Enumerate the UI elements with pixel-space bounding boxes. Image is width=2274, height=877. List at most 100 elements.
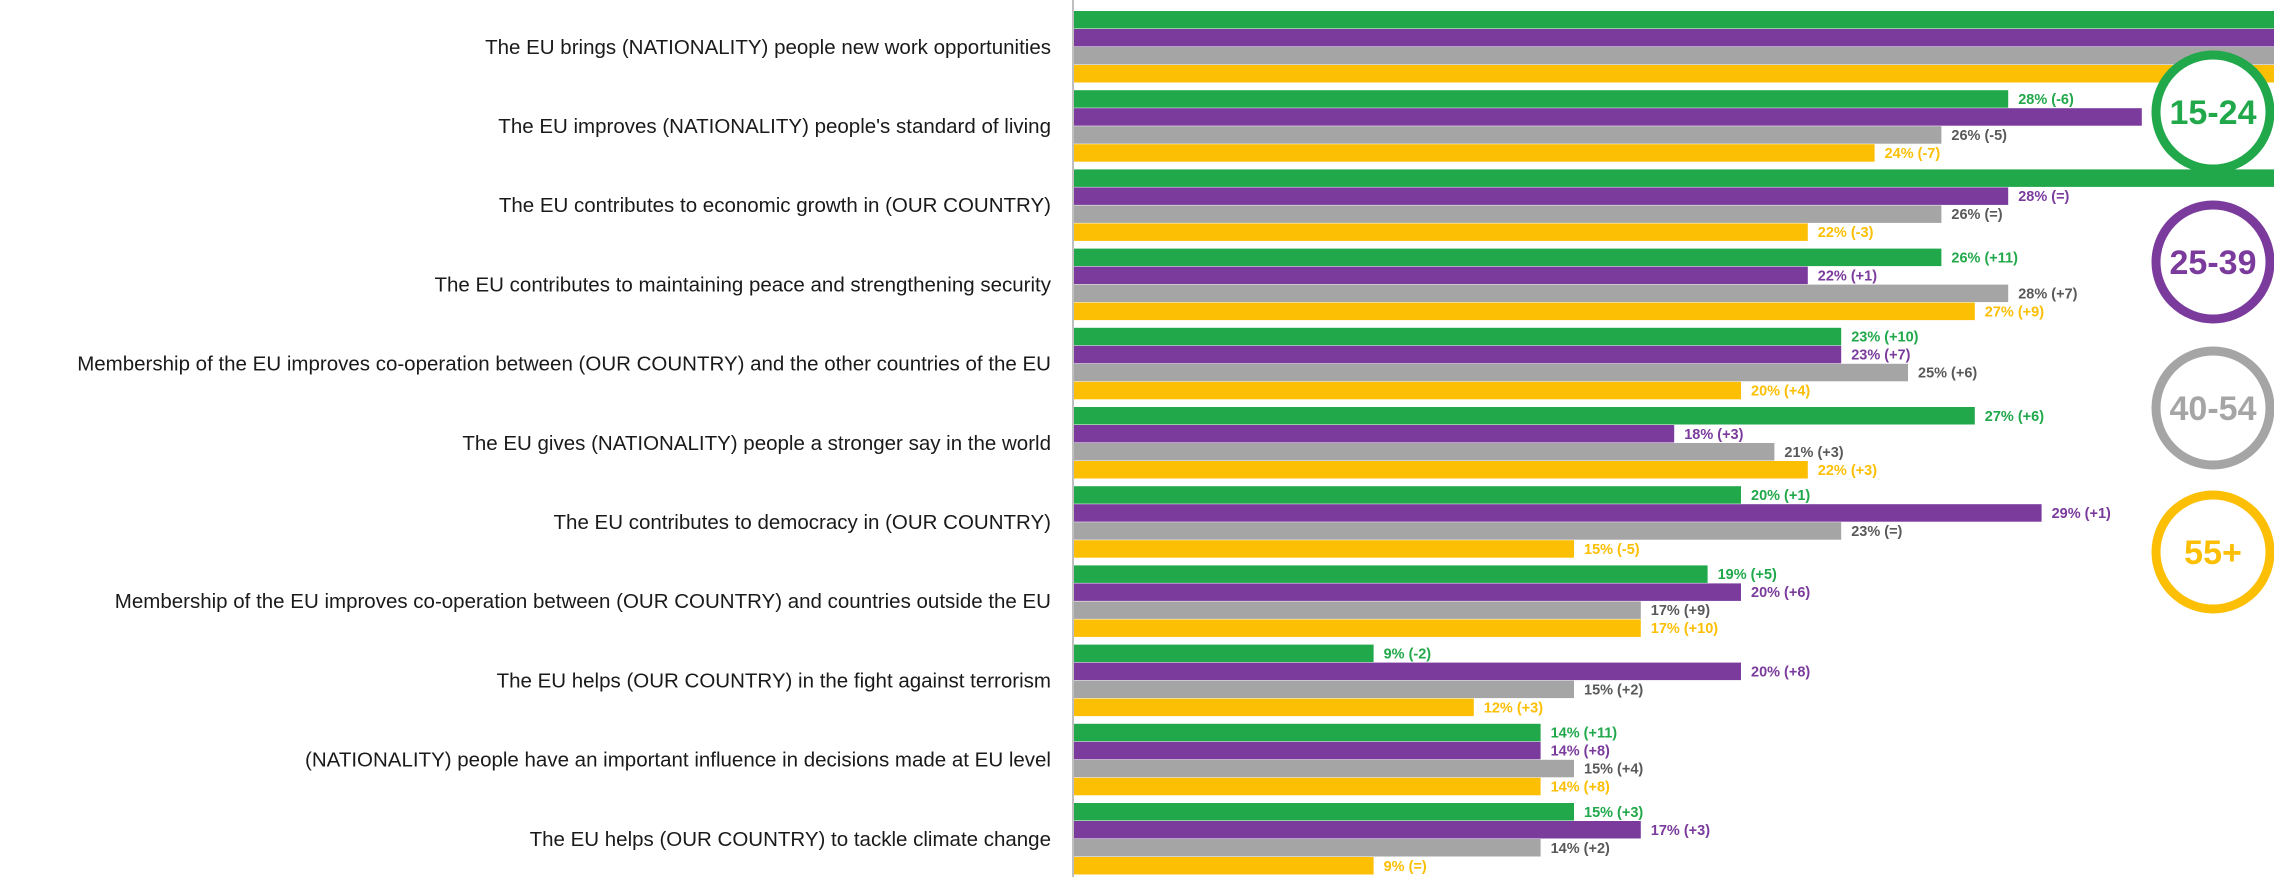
data-label: 22% (+1) [1818, 268, 1877, 284]
data-label: 20% (+4) [1751, 384, 1810, 400]
data-label: 15% (-5) [1584, 542, 1640, 558]
data-label: 9% (=) [1384, 859, 1427, 875]
legend-circle-40-54 [2151, 346, 2274, 470]
category-label: The EU helps (OUR COUNTRY) in the fight … [497, 669, 1051, 692]
bar-40-54 [1073, 839, 1541, 857]
data-label: 28% (+7) [2018, 286, 2077, 302]
data-label: 15% (+4) [1584, 762, 1643, 778]
category-label: Membership of the EU improves co-operati… [77, 353, 1051, 376]
legend-circle-15-24 [2151, 50, 2274, 174]
bar-55+ [1073, 777, 1541, 796]
bar-15-24 [1073, 248, 1942, 267]
data-label: 17% (+9) [1651, 603, 1710, 619]
bar-40-54 [1073, 126, 1942, 144]
category-label: The EU improves (NATIONALITY) people's s… [498, 115, 1051, 138]
data-label: 26% (=) [1951, 207, 2002, 223]
data-label: 26% (+11) [1951, 250, 2018, 266]
legend-circle-55+ [2151, 490, 2274, 614]
data-label: 20% (+6) [1751, 585, 1810, 601]
bar-55+ [1073, 698, 1474, 717]
data-label: 28% (=) [2018, 189, 2069, 205]
data-label: 9% (-2) [1384, 646, 1432, 662]
legend-label: 25-39 [2170, 244, 2257, 282]
legend-label: 40-54 [2170, 390, 2257, 428]
bar-15-24 [1073, 723, 1541, 742]
bar-15-24 [1073, 169, 2274, 187]
data-label: 14% (+2) [1551, 841, 1610, 857]
data-label: 14% (+8) [1551, 780, 1610, 796]
data-label: 26% (-5) [1951, 128, 2007, 144]
bar-15-24 [1073, 11, 2274, 29]
data-label: 18% (+3) [1684, 427, 1743, 443]
bar-55+ [1073, 619, 1641, 637]
bar-25-39 [1073, 345, 1842, 364]
bar-40-54 [1073, 363, 1908, 382]
bar-55+ [1073, 381, 1741, 400]
data-label: 12% (+3) [1484, 700, 1543, 716]
category-label: The EU brings (NATIONALITY) people new w… [485, 36, 1051, 59]
bar-55+ [1073, 223, 1808, 241]
bar-55+ [1073, 144, 1875, 162]
category-label: The EU helps (OUR COUNTRY) to tackle cli… [530, 828, 1051, 851]
bar-55+ [1073, 65, 2274, 83]
data-label: 28% (-6) [2018, 92, 2074, 108]
bar-40-54 [1073, 522, 1842, 540]
legend-label: 55+ [2184, 534, 2242, 572]
data-label: 15% (+2) [1584, 682, 1643, 698]
data-label: 23% (+10) [1851, 330, 1918, 346]
data-label: 27% (+9) [1985, 304, 2044, 320]
bar-55+ [1073, 540, 1574, 558]
bar-25-39 [1073, 266, 1808, 285]
data-label: 14% (+8) [1551, 744, 1610, 760]
bar-40-54 [1073, 284, 2009, 303]
category-label: (NATIONALITY) people have an important i… [305, 749, 1051, 772]
bar-40-54 [1073, 680, 1574, 699]
data-labels: 42% (-8)36% (-15)37% (-16)40% (-11)28% (… [1384, 92, 2204, 875]
legend: 15-24 25-39 40-54 55+ [2151, 50, 2274, 614]
category-label: The EU gives (NATIONALITY) people a stro… [462, 432, 1051, 455]
data-label: 27% (+6) [1985, 409, 2044, 425]
bar-25-39 [1073, 29, 2274, 47]
data-label: 20% (+1) [1751, 488, 1810, 504]
data-label: 21% (+3) [1784, 445, 1843, 461]
bar-40-54 [1073, 205, 1942, 223]
legend-label: 15-24 [2170, 94, 2257, 132]
bar-40-54 [1073, 443, 1775, 461]
data-label: 23% (+7) [1851, 348, 1910, 364]
bar-40-54 [1073, 601, 1641, 619]
bar-15-24 [1073, 407, 1975, 425]
data-label: 25% (+6) [1918, 366, 1977, 382]
bar-25-39 [1073, 187, 2009, 205]
bar-25-39 [1073, 741, 1541, 760]
bar-25-39 [1073, 504, 2042, 522]
category-label: Membership of the EU improves co-operati… [115, 590, 1051, 613]
category-label: The EU contributes to economic growth in… [499, 194, 1051, 217]
bar-25-39 [1073, 662, 1741, 681]
bar-40-54 [1073, 47, 2274, 65]
data-label: 17% (+3) [1651, 823, 1710, 839]
bar-55+ [1073, 302, 1975, 321]
data-label: 14% (+11) [1551, 726, 1618, 742]
bars [1073, 11, 2274, 875]
data-label: 20% (+8) [1751, 664, 1810, 680]
data-label: 19% (+5) [1718, 567, 1777, 583]
bar-40-54 [1073, 759, 1574, 778]
legend-circle-25-39 [2151, 200, 2274, 324]
bar-15-24 [1073, 565, 1708, 583]
bar-55+ [1073, 461, 1808, 479]
data-label: 29% (+1) [2052, 506, 2111, 522]
bar-15-24 [1073, 803, 1574, 821]
bar-15-24 [1073, 90, 2009, 108]
bar-25-39 [1073, 821, 1641, 839]
bar-15-24 [1073, 644, 1374, 663]
category-label: The EU contributes to democracy in (OUR … [554, 511, 1051, 534]
bar-25-39 [1073, 108, 2142, 126]
bar-55+ [1073, 857, 1374, 875]
bar-15-24 [1073, 327, 1842, 346]
bar-25-39 [1073, 583, 1741, 601]
bar-15-24 [1073, 486, 1741, 504]
data-label: 22% (-3) [1818, 225, 1874, 241]
category-label: The EU contributes to maintaining peace … [434, 273, 1051, 296]
data-label: 22% (+3) [1818, 463, 1877, 479]
